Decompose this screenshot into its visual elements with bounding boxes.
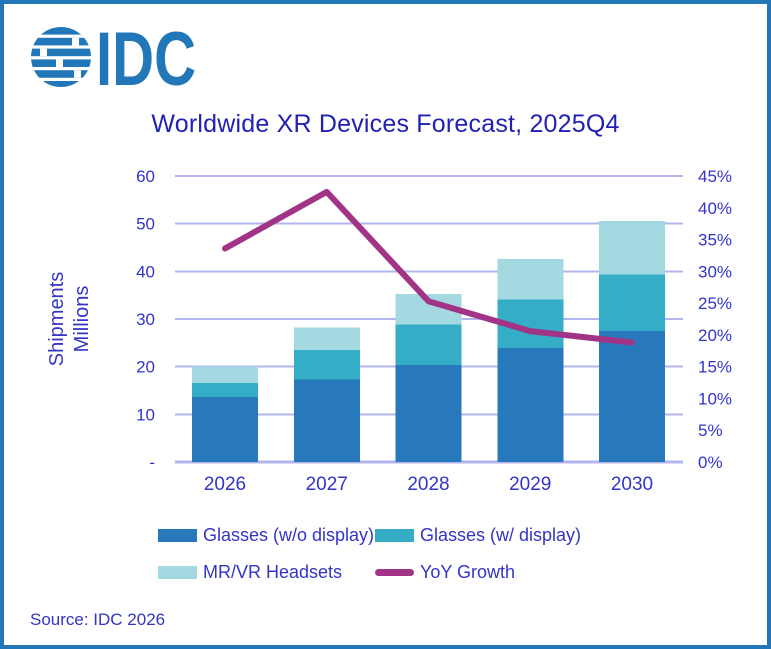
legend-swatch-glasses-wo-display [158, 528, 197, 542]
idc-logo-text: IDC [96, 24, 196, 92]
legend-label: Glasses (w/ display) [420, 524, 582, 545]
legend-label: Glasses (w/o display) [203, 524, 375, 545]
bar-segment-2030-2 [599, 220, 665, 275]
right-axis-tick-label: 30% [698, 262, 732, 281]
bar-segment-2026-1 [192, 382, 258, 398]
chart-canvas: 60 50 40 30 20 10 - 45% 40% 35% 30% 25% 20% 15% 10% 5% 0… [136, 167, 732, 495]
y-axis-tick-label: 30 [136, 310, 155, 329]
x-axis-category-label: 2030 [611, 474, 653, 495]
bar-segment-2029-0 [497, 348, 564, 462]
x-axis-category-label: 2027 [306, 474, 348, 495]
bar-segment-2027-1 [293, 349, 360, 380]
right-axis-tick-label: 20% [698, 326, 732, 345]
right-axis-tick-label: 35% [698, 231, 732, 250]
bar-segment-2027-2 [293, 327, 360, 350]
y-axis-tick-label: 50 [136, 215, 155, 234]
legend-line-swatch-yoy-growth [375, 568, 414, 576]
legend-item-mrvr-headsets: MR/VR Headsets [158, 562, 342, 582]
bar-segment-2028-2 [395, 294, 462, 325]
right-axis-tick-label: 45% [698, 167, 732, 186]
bar-segment-2028-1 [395, 324, 462, 365]
legend-swatch-glasses-w-display [375, 528, 414, 542]
legend-swatch-mrvr-headsets [158, 565, 197, 579]
bar-segment-2026-0 [192, 397, 258, 462]
right-axis-tick-label: 5% [698, 421, 723, 440]
y-axis-title-line2: Millions [71, 285, 93, 353]
bar-segment-2028-0 [395, 364, 462, 462]
y-axis-title: Shipments Millions [45, 234, 95, 404]
legend-item-glasses-wo-display: Glasses (w/o display) [158, 525, 374, 545]
bar-segment-2030-1 [599, 274, 665, 331]
x-axis-category-label: 2026 [204, 474, 246, 495]
right-axis-tick-label: 25% [698, 294, 732, 313]
right-axis-tick-label: 40% [698, 199, 732, 218]
yoy-growth-line [222, 188, 635, 346]
bar-segment-2030-0 [599, 330, 665, 462]
right-axis-tick-label: 0% [698, 453, 723, 472]
x-axis-category-label: 2028 [407, 474, 449, 495]
x-axis-category-label: 2029 [509, 474, 551, 495]
source-note: Source: IDC 2026 [30, 610, 166, 629]
right-axis-tick-label: 15% [698, 358, 732, 377]
idc-logo: IDC [31, 24, 196, 92]
y-axis-tick-label: 10 [136, 405, 155, 424]
bar-segment-2029-2 [497, 258, 564, 300]
bar-segment-2026-2 [192, 366, 258, 383]
y-axis-tick-label: 60 [136, 167, 155, 186]
chart-title: Worldwide XR Devices Forecast, 2025Q4 [151, 110, 620, 138]
legend-item-glasses-w-display: Glasses (w/ display) [375, 525, 581, 545]
idc-globe-icon [31, 27, 91, 87]
bar-segment-2029-1 [497, 299, 564, 349]
legend-label: YoY Growth [420, 561, 516, 582]
legend-item-yoy-growth: YoY Growth [375, 562, 515, 582]
y-axis-title-line1: Shipments [46, 271, 68, 367]
right-axis-tick-label: 10% [698, 389, 732, 408]
y-axis-tick-label: 20 [136, 358, 155, 377]
bar-segment-2027-0 [293, 379, 360, 462]
legend-label: MR/VR Headsets [203, 561, 343, 582]
y-axis-tick-label: 40 [136, 262, 155, 281]
y-axis-tick-label: - [149, 453, 155, 472]
